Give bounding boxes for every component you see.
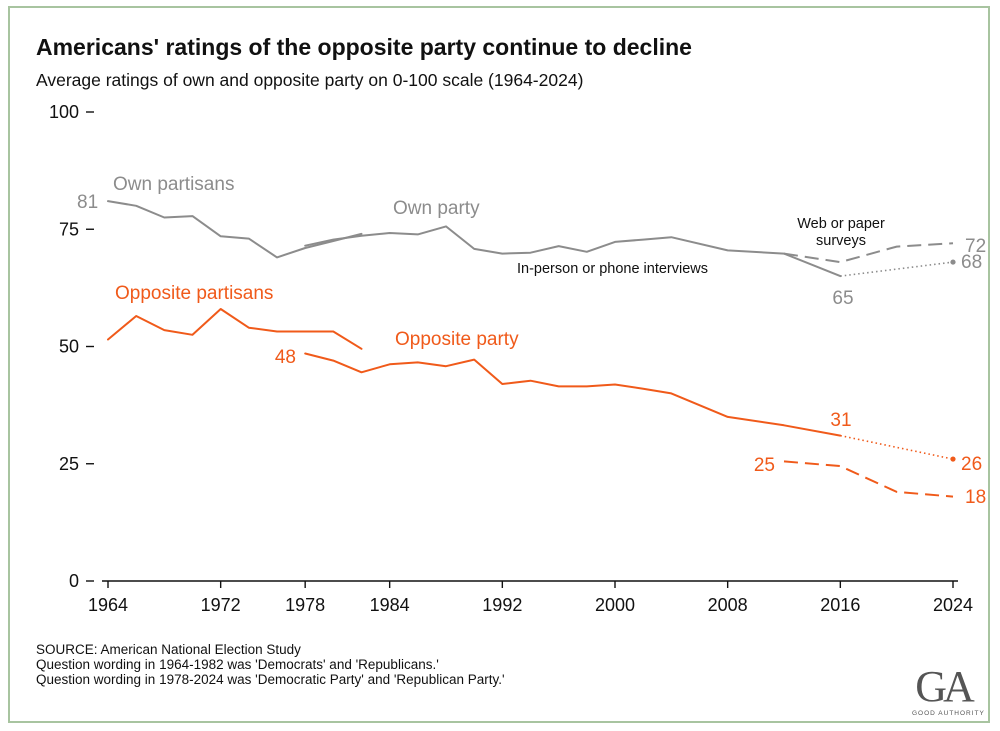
x-tick-label-1984: 1984	[370, 595, 410, 615]
wording-note-1964: Question wording in 1964-1982 was 'Democ…	[36, 657, 439, 672]
logo-text: GOOD AUTHORITY	[912, 710, 985, 717]
value-opp-web-start: 25	[754, 455, 775, 476]
value-own-2016: 65	[832, 288, 853, 309]
chart-title: Americans' ratings of the opposite party…	[36, 34, 692, 60]
y-tick-label-0: 0	[69, 571, 79, 591]
y-tick-label-25: 25	[59, 454, 79, 474]
axes: 1964 1972 1978 1984 1992 2000 2008 2016 2024 0 25 5…	[49, 102, 973, 615]
chart-subtitle: Average ratings of own and opposite part…	[36, 70, 584, 90]
source-line: SOURCE: American National Election Study	[36, 642, 301, 657]
series-own-party-web-or-paper-surveys	[783, 242, 954, 264]
x-tick-label-2008: 2008	[708, 595, 748, 615]
x-tick-label-1964: 1964	[88, 595, 128, 615]
y-tick-label-50: 50	[59, 337, 79, 357]
x-tick-label-2024: 2024	[933, 595, 973, 615]
label-web-paper-1: Web or paper	[797, 216, 885, 232]
value-own-web: 72	[965, 236, 986, 257]
x-tick-label-2000: 2000	[595, 595, 635, 615]
x-tick-label-1978: 1978	[285, 595, 325, 615]
good-authority-logo: GA GOOD AUTHORITY	[912, 662, 985, 718]
x-tick-label-1972: 1972	[201, 595, 241, 615]
label-in-person: In-person or phone interviews	[517, 261, 708, 277]
source-notes: SOURCE: American National Election Study…	[36, 642, 505, 687]
series-own-party	[304, 225, 842, 278]
series-own-partisans	[107, 200, 363, 259]
label-own-partisans: Own partisans	[113, 174, 234, 195]
series-opposite-party-web-or-paper-surveys	[783, 460, 954, 498]
wording-note-1978: Question wording in 1978-2024 was 'Democ…	[36, 672, 505, 687]
series-opposite-party-in-person-or-phone-interviews	[840, 434, 954, 460]
series-opposite-party	[304, 352, 842, 437]
label-opposite-partisans: Opposite partisans	[115, 283, 273, 304]
x-tick-label-1992: 1992	[482, 595, 522, 615]
value-opp-phone: 26	[961, 454, 982, 475]
label-own-party: Own party	[393, 198, 480, 219]
x-tick-label-2016: 2016	[820, 595, 860, 615]
end-marker-opposite	[950, 456, 956, 462]
series-opposite-partisans	[107, 308, 363, 350]
label-web-paper-2: surveys	[816, 233, 866, 249]
y-tick-label-75: 75	[59, 219, 79, 239]
value-opp-1978: 48	[275, 347, 296, 368]
value-opp-web-end: 18	[965, 487, 986, 508]
value-opp-2016: 31	[830, 410, 851, 431]
label-opposite-party: Opposite party	[395, 329, 519, 350]
value-own-phone: 68	[961, 252, 982, 273]
chart-frame	[8, 6, 990, 723]
annotation-layer: Own partisans Own party Opposite partisans…	[77, 174, 986, 508]
series-own-party-in-person-or-phone-interviews	[840, 261, 954, 277]
series-layer	[107, 200, 956, 498]
value-own-start: 81	[77, 192, 98, 213]
logo-mark: GA	[915, 662, 975, 711]
y-tick-label-100: 100	[49, 102, 79, 122]
end-marker-own	[950, 259, 956, 265]
